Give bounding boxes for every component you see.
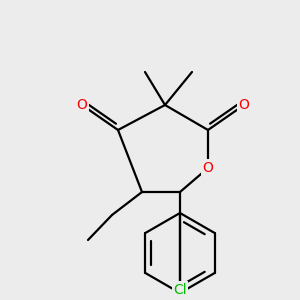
Text: O: O (76, 98, 87, 112)
Text: O: O (202, 161, 213, 175)
Text: Cl: Cl (173, 283, 187, 297)
Text: O: O (238, 98, 249, 112)
